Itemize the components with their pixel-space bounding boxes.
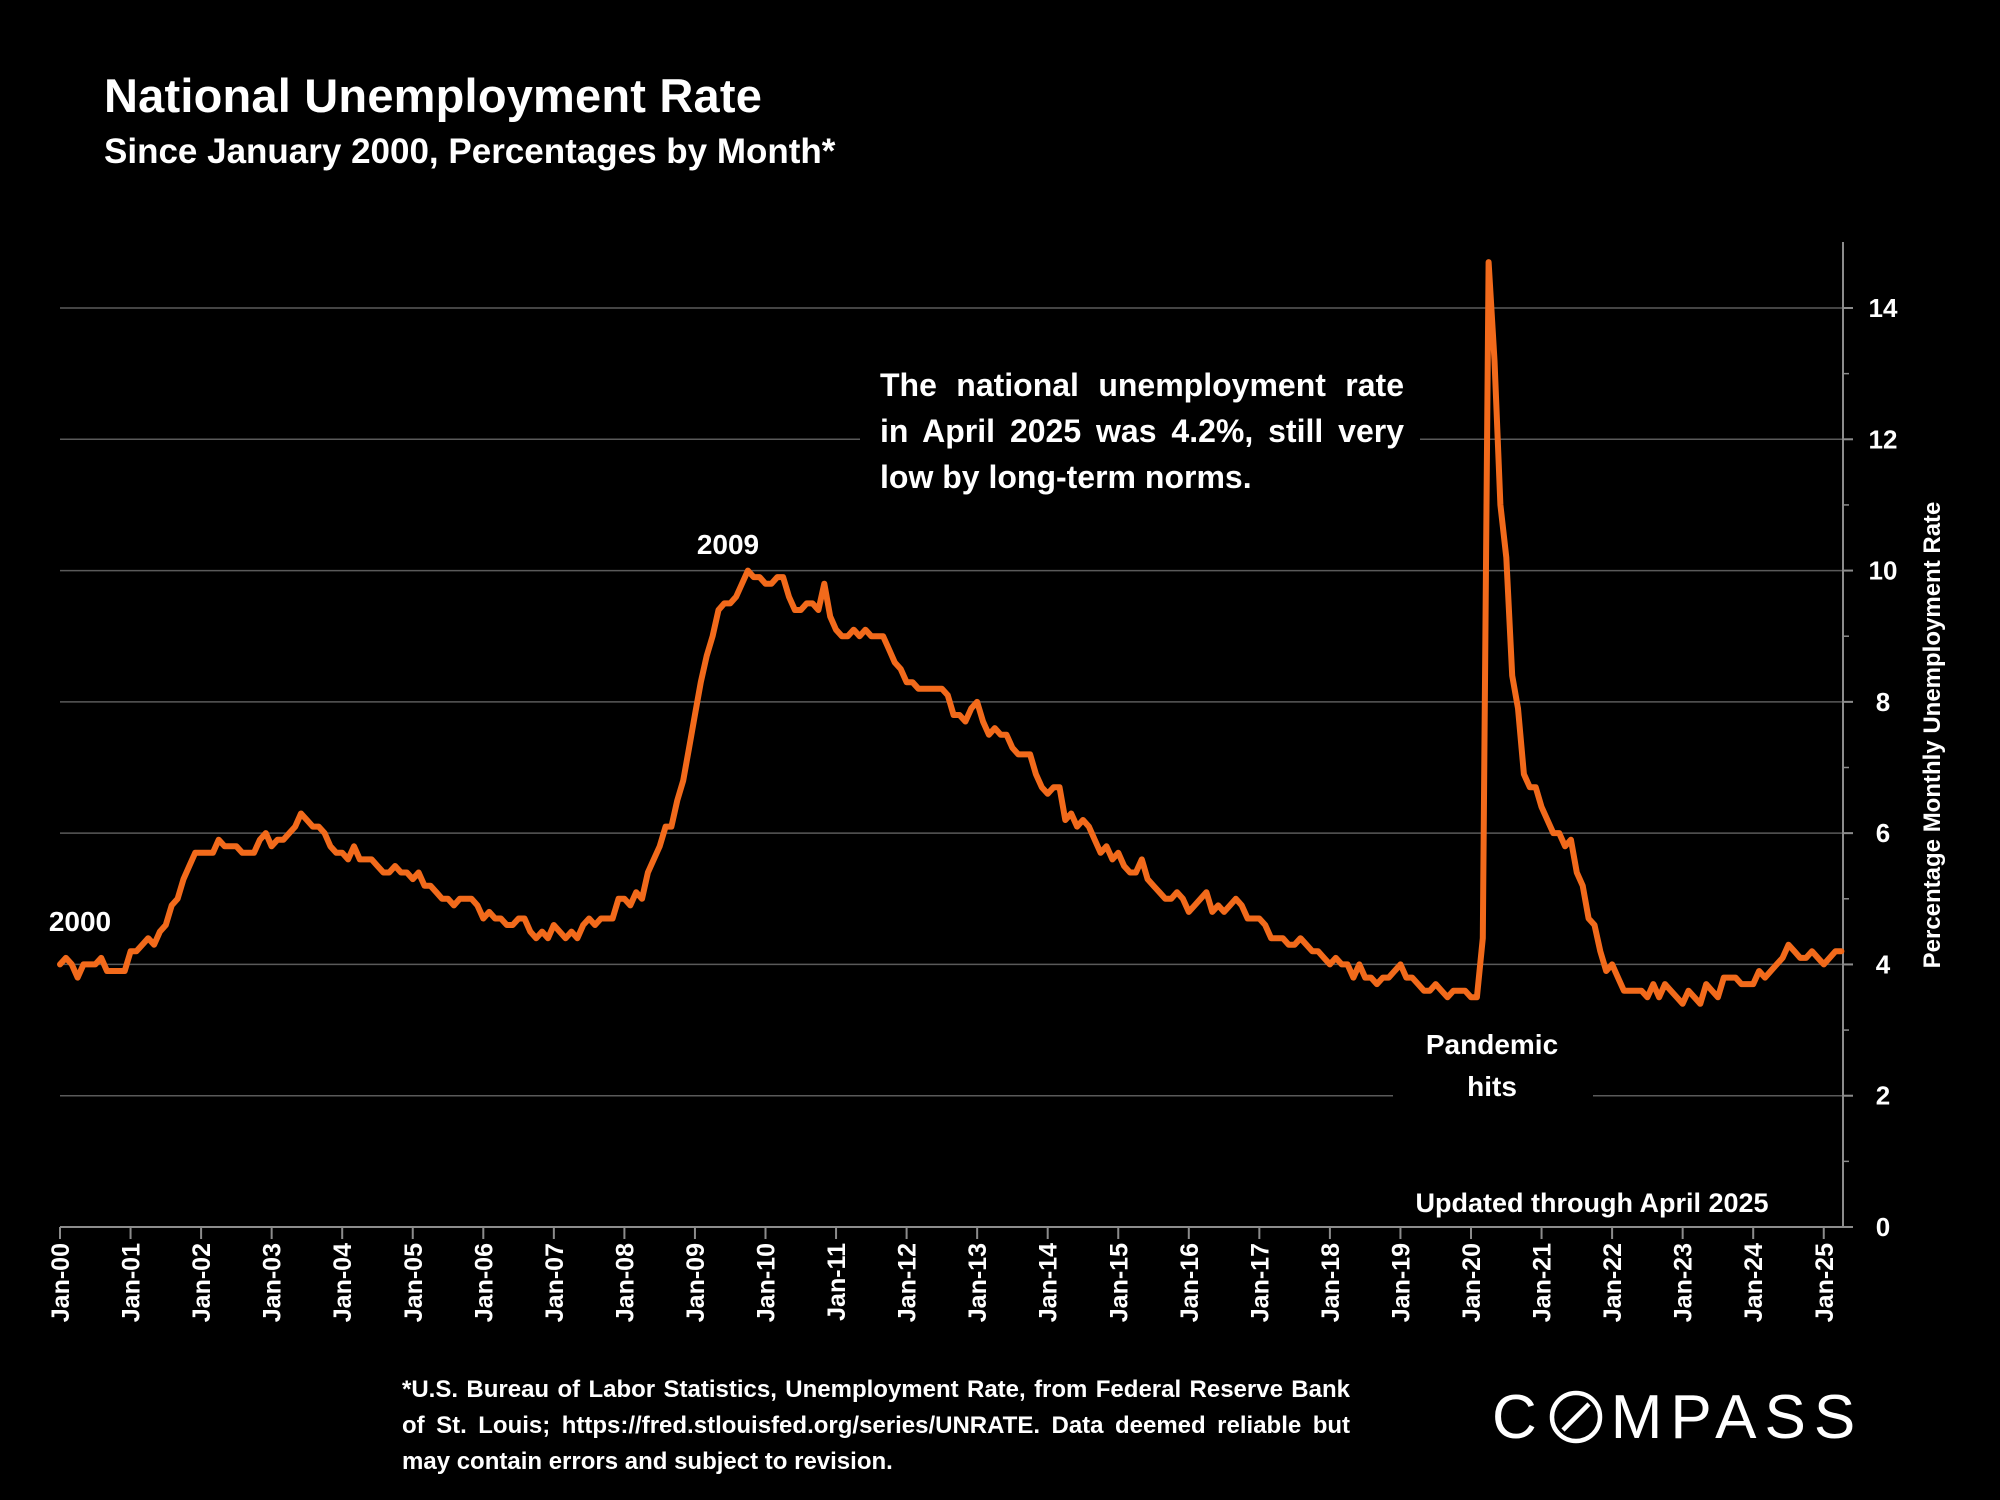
- x-tick-label: Jan-01: [118, 1243, 146, 1322]
- x-tick-label: Jan-16: [1176, 1243, 1204, 1322]
- annotation-callout-text: The national unemployment rate in April …: [880, 367, 1404, 495]
- y-axis-label: Percentage Monthly Unemployment Rate: [1919, 502, 1946, 969]
- annotation-pandemic-line: Pandemic: [1426, 1029, 1558, 1060]
- x-tick-label: Jan-04: [329, 1243, 357, 1322]
- y-tick-label: 0: [1876, 1212, 1890, 1242]
- y-tick-label: 6: [1876, 818, 1890, 848]
- x-tick-label: Jan-15: [1105, 1243, 1133, 1322]
- y-tick-label: 2: [1876, 1081, 1890, 1111]
- series-line-unemployment: [57, 259, 1845, 1007]
- x-tick-label: Jan-07: [541, 1243, 569, 1322]
- axes: [60, 242, 1844, 1228]
- x-tick-label: Jan-25: [1811, 1243, 1839, 1322]
- logo-text-mpass: MPASS: [1610, 1382, 1864, 1452]
- x-tick-label: Jan-13: [964, 1243, 992, 1322]
- x-tick-label: Jan-00: [47, 1243, 75, 1322]
- x-tick-label: Jan-14: [1035, 1243, 1063, 1322]
- x-tick-label: Jan-21: [1529, 1243, 1557, 1322]
- annotation-callout-bg: [860, 355, 1420, 505]
- x-tick-label: Jan-24: [1740, 1243, 1768, 1322]
- page-subtitle: Since January 2000, Percentages by Month…: [104, 132, 836, 171]
- footnote-source: *U.S. Bureau of Labor Statistics, Unempl…: [402, 1376, 1350, 1475]
- y-tick-label: 12: [1869, 424, 1898, 454]
- x-tick-label: Jan-06: [470, 1243, 498, 1322]
- y-tick-label: 10: [1869, 556, 1898, 586]
- x-tick-label: Jan-02: [188, 1243, 216, 1322]
- x-tick-label: Jan-17: [1246, 1243, 1274, 1322]
- x-tick-label: Jan-10: [753, 1243, 781, 1322]
- x-tick-label: Jan-23: [1670, 1243, 1698, 1322]
- x-tick-label: Jan-09: [682, 1243, 710, 1322]
- compass-logo: C MPASS: [1492, 1382, 1863, 1452]
- x-tick-label: Jan-03: [259, 1243, 287, 1322]
- annotation-updated: Updated through April 2025: [1415, 1188, 1768, 1218]
- y-tick-label: 8: [1876, 687, 1890, 717]
- y-tick-label: 14: [1869, 293, 1898, 323]
- annotation-pandemic-bg: [1393, 1020, 1593, 1132]
- x-tick-label: Jan-05: [400, 1243, 428, 1322]
- annotation-pandemic-hits: Pandemic hits: [1426, 1029, 1558, 1102]
- x-tick-labels: Jan-00 Jan-01 Jan-02 Jan-03 Jan-04 Jan-05 Jan-…: [47, 1227, 1839, 1322]
- y-tick-label: 4: [1876, 949, 1891, 979]
- x-tick-label: Jan-19: [1387, 1243, 1415, 1322]
- x-tick-label: Jan-20: [1458, 1243, 1486, 1322]
- annotation-2000: 2000: [49, 906, 111, 937]
- annotation-pandemic-line: hits: [1467, 1071, 1517, 1102]
- annotation-2009: 2009: [697, 529, 759, 560]
- x-tick-label: Jan-08: [611, 1243, 639, 1322]
- x-tick-label: Jan-12: [894, 1243, 922, 1322]
- x-tick-label: Jan-22: [1599, 1243, 1627, 1322]
- compass-o-icon: [1549, 1390, 1603, 1444]
- logo-text-c: C: [1492, 1382, 1545, 1452]
- y-tick-labels: 0 2 4 6 8 10 12 14: [1843, 293, 1898, 1242]
- page-title: National Unemployment Rate: [104, 69, 763, 122]
- x-tick-label: Jan-18: [1317, 1243, 1345, 1322]
- gridlines: [60, 307, 1843, 1097]
- x-tick-label: Jan-11: [823, 1243, 851, 1321]
